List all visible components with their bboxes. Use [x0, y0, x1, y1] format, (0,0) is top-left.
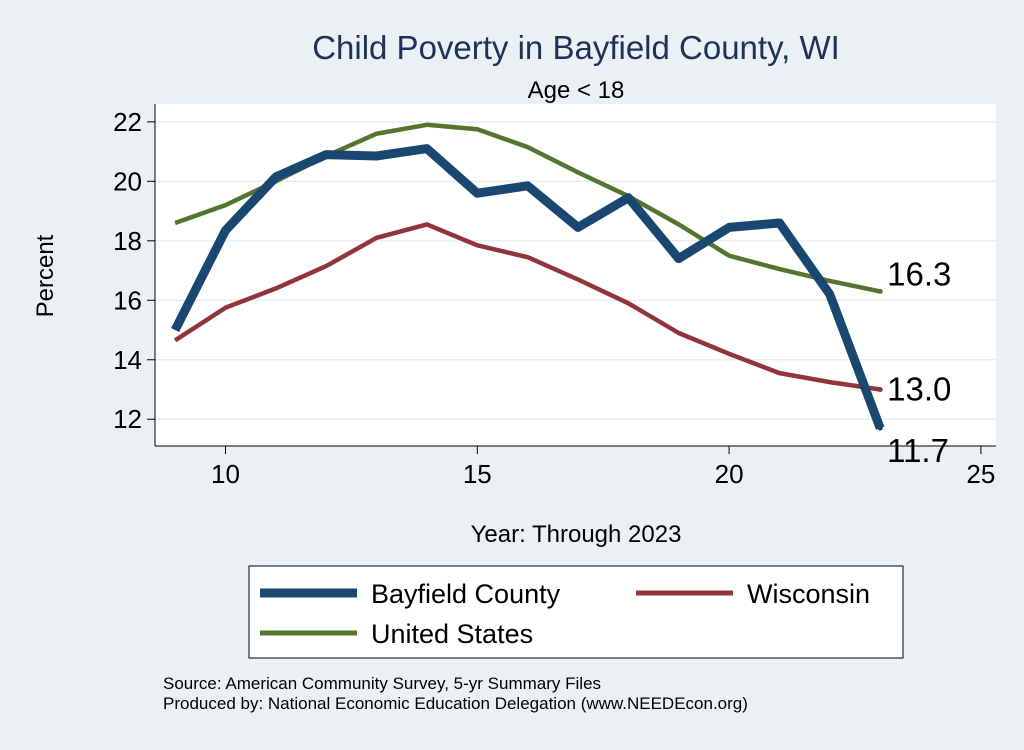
- end-labels: 11.7 13.0 16.3: [877, 255, 951, 469]
- legend-label-wisconsin: Wisconsin: [747, 579, 870, 609]
- y-tick-label-14: 14: [113, 345, 142, 375]
- legend: Bayfield County Wisconsin United States: [248, 565, 904, 659]
- series-layer: [171, 122, 885, 430]
- x-tick-label-25: 25: [966, 459, 995, 489]
- grid-lines: [155, 121, 996, 420]
- legend-box: [248, 565, 904, 659]
- y-axis-label: Percent: [32, 234, 59, 317]
- x-tick-label-20: 20: [715, 459, 744, 489]
- x-axis-label: Year: Through 2023: [471, 521, 682, 548]
- x-tick-label-15: 15: [463, 459, 492, 489]
- end-marker-wisconsin: [877, 386, 883, 392]
- y-tick-label-22: 22: [113, 107, 142, 137]
- source-note: Source: American Community Survey, 5-yr …: [163, 674, 601, 693]
- series-line-wisconsin: [173, 222, 881, 392]
- end-marker-united-states: [877, 288, 883, 294]
- chart-subtitle: Age < 18: [528, 77, 625, 104]
- legend-label-bayfield: Bayfield County: [371, 579, 561, 609]
- chart-title: Child Poverty in Bayfield County, WI: [312, 29, 840, 66]
- plot-area: [155, 104, 996, 446]
- end-label-wisconsin: 13.0: [887, 370, 951, 407]
- end-label-united-states: 16.3: [887, 255, 951, 292]
- x-tick-label-10: 10: [211, 459, 240, 489]
- end-marker-bayfield-county: [877, 425, 883, 431]
- legend-label-us: United States: [371, 619, 533, 649]
- y-tick-label-18: 18: [113, 226, 142, 256]
- y-tick-label-20: 20: [113, 166, 142, 196]
- series-line-bayfield-county: [171, 144, 885, 430]
- y-tick-label-16: 16: [113, 285, 142, 315]
- y-tick-label-12: 12: [113, 404, 142, 434]
- axes: 12 14 16 18 20 22 10 15 20 25: [113, 104, 996, 489]
- producer-note: Produced by: National Economic Education…: [163, 694, 748, 713]
- end-label-bayfield-county: 11.7: [887, 432, 949, 469]
